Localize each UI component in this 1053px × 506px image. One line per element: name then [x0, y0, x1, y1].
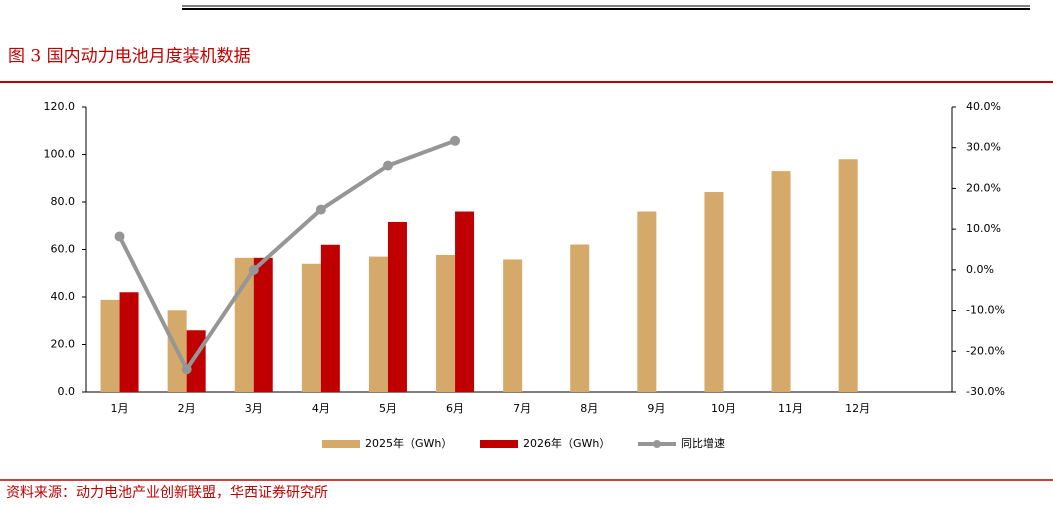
- y-tick-label: 40.0: [51, 290, 76, 303]
- bar: [119, 292, 139, 392]
- legend-label: 2025年（GWh）: [365, 436, 452, 450]
- x-tick-label: 3月: [245, 402, 263, 415]
- y2-tick-label: 40.0%: [966, 100, 1001, 113]
- x-tick-label: 1月: [111, 402, 129, 415]
- bar: [186, 330, 206, 392]
- bar: [704, 192, 724, 392]
- x-tick-label: 6月: [446, 402, 464, 415]
- line-point: [248, 264, 259, 275]
- line-point: [315, 204, 326, 215]
- y2-tick-label: 30.0%: [966, 141, 1001, 154]
- bar: [570, 244, 590, 392]
- legend-label: 同比增速: [681, 436, 725, 450]
- x-tick-label: 2月: [178, 402, 196, 415]
- y-tick-label: 0.0: [58, 385, 76, 398]
- bar: [455, 211, 475, 392]
- bar: [503, 259, 523, 392]
- bar: [436, 254, 456, 392]
- y2-tick-label: -20.0%: [966, 344, 1005, 357]
- y-tick-label: 80.0: [51, 195, 76, 208]
- y-tick-label: 120.0: [44, 100, 76, 113]
- bar: [838, 159, 858, 392]
- bar: [387, 221, 407, 392]
- bar: [253, 257, 273, 392]
- line: [117, 138, 456, 372]
- y-tick-label: 100.0: [44, 148, 76, 161]
- bar: [637, 211, 657, 392]
- line-point: [450, 135, 461, 146]
- y2-tick-label: -10.0%: [966, 304, 1005, 317]
- line-point: [181, 364, 192, 375]
- bar: [234, 257, 254, 392]
- legend-swatch: [653, 440, 661, 448]
- x-tick-label: 8月: [580, 402, 598, 415]
- y2-tick-label: 10.0%: [966, 222, 1001, 235]
- x-tick-label: 4月: [312, 402, 330, 415]
- bar: [301, 263, 321, 392]
- x-tick-label: 5月: [379, 402, 397, 415]
- x-tick-label: 9月: [647, 402, 665, 415]
- y-tick-label: 20.0: [51, 338, 76, 351]
- legend-swatch: [322, 440, 360, 448]
- legend-label: 2026年（GWh）: [523, 436, 610, 450]
- chart-title: 图 3 国内动力电池月度装机数据: [8, 47, 251, 67]
- x-tick-label: 10月: [711, 402, 736, 415]
- y-tick-label: 60.0: [51, 243, 76, 256]
- bar: [100, 299, 120, 392]
- x-tick-label: 11月: [778, 402, 803, 415]
- bar: [320, 244, 340, 392]
- y2-tick-label: 0.0%: [966, 263, 994, 276]
- bar: [368, 256, 388, 392]
- source: 资料来源：动力电池产业创新联盟，华西证券研究所: [6, 485, 328, 501]
- x-tick-label: 7月: [513, 402, 531, 415]
- y2-tick-label: -30.0%: [966, 385, 1005, 398]
- legend-swatch: [480, 440, 518, 448]
- bar: [771, 171, 791, 392]
- x-tick-label: 12月: [845, 402, 870, 415]
- y2-tick-label: 20.0%: [966, 181, 1001, 194]
- line-point: [382, 160, 393, 171]
- line-point: [114, 231, 125, 242]
